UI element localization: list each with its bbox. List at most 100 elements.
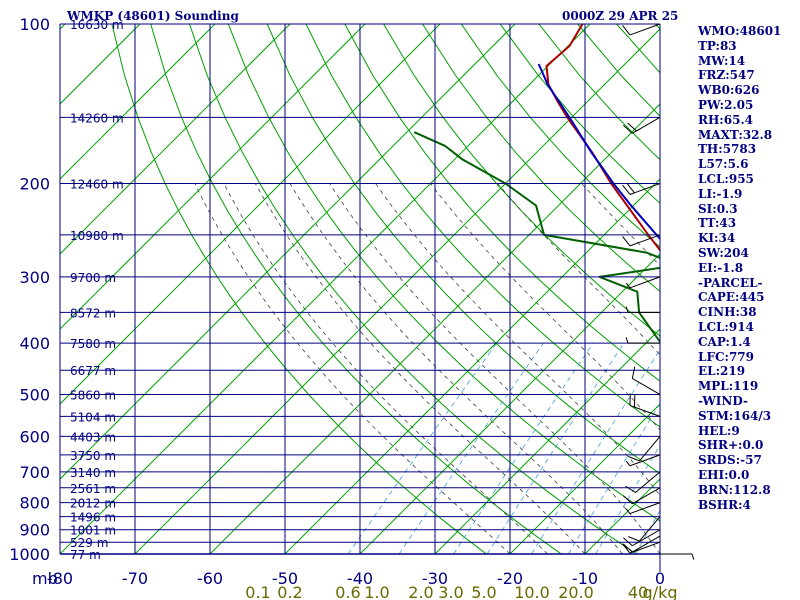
height-label: 6677 m	[70, 364, 116, 378]
height-label: 2012 m	[70, 497, 116, 511]
stability-indices: WMO:48601 TP:83 MW:14 FRZ:547 WB0:626 PW:2.05…	[698, 24, 781, 512]
mixing-ratio-tick-label: 5.0	[471, 583, 496, 600]
temperature-tick-label: -20	[497, 569, 523, 588]
index-line: HEL:9	[698, 423, 740, 438]
index-line: STM:164/3	[698, 408, 772, 423]
height-label: 16630 m	[70, 18, 124, 32]
temperature-axis: -80 -70 -60 -50 -40 -30 -20 -10 0	[47, 569, 665, 588]
pressure-tick-label: 500	[19, 385, 50, 404]
index-line: LI:-1.9	[698, 186, 743, 201]
height-label: 529 m	[70, 536, 108, 550]
index-line: EHI:0.0	[698, 467, 750, 482]
index-line: BRN:112.8	[698, 482, 771, 497]
index-line: WB0:626	[698, 83, 760, 98]
index-line: CAP:1.4	[698, 334, 751, 349]
temperature-tick-label: -80	[47, 569, 73, 588]
index-line: MPL:119	[698, 379, 759, 394]
mixing-ratio-axis: 0.1 0.2 0.6 1.0 2.0 3.0 5.0 10.0 20.0 40g/kg	[245, 583, 677, 600]
wind-barb	[625, 337, 660, 344]
moist-adiabat	[223, 183, 548, 554]
index-line: -WIND-	[698, 393, 748, 408]
wind-barb	[628, 436, 661, 462]
moist-adiabat	[497, 183, 660, 356]
index-line: TH:5783	[698, 142, 757, 157]
wind-barb	[628, 516, 661, 542]
temperature-trace	[545, 24, 660, 252]
pressure-tick-label: 800	[19, 494, 50, 513]
index-line: LCL:955	[698, 171, 754, 186]
height-label: 1001 m	[70, 524, 116, 538]
wind-barb	[622, 234, 661, 247]
temperature-tick-label: -40	[347, 569, 373, 588]
chart-datetime: 0000Z 29 APR 25	[562, 9, 679, 23]
mixing-ratio-tick-label: 0.2	[277, 583, 302, 600]
index-line: L57:5.6	[698, 157, 749, 172]
height-label: 77 m	[70, 548, 101, 562]
temperature-tick-label: -10	[572, 569, 598, 588]
index-line: PW:2.05	[698, 97, 754, 112]
index-line: MW:14	[698, 53, 746, 68]
mixing-ratio-tick-label: 10.0	[514, 583, 550, 600]
index-line: CINH:38	[698, 305, 757, 320]
mixing-ratio-tick-label: 3.0	[438, 583, 463, 600]
height-label: 7580 m	[70, 337, 116, 351]
index-line: SI:0.3	[698, 201, 738, 216]
height-label: 8572 m	[70, 306, 116, 320]
temperature-tick-label: -30	[422, 569, 448, 588]
index-line: EI:-1.8	[698, 260, 744, 275]
index-line: TT:43	[698, 216, 737, 231]
index-line: EL:219	[698, 364, 746, 379]
mixing-ratio-tick-label: 1.0	[364, 583, 389, 600]
pressure-tick-label: 600	[19, 427, 50, 446]
pressure-tick-label: 300	[19, 268, 50, 287]
wind-barb	[622, 541, 661, 554]
wind-barb	[625, 502, 661, 515]
index-line: SHR+:0.0	[698, 438, 764, 453]
mixing-ratio-tick-label: 2.0	[408, 583, 433, 600]
pressure-tick-label: 400	[19, 334, 50, 353]
temperature-tick-label: -70	[122, 569, 148, 588]
height-label: 5860 m	[70, 388, 116, 402]
wind-barb	[660, 553, 695, 560]
wind-barb	[623, 529, 661, 547]
height-label: 3140 m	[70, 466, 116, 480]
grid	[59, 23, 661, 572]
wind-barb	[622, 23, 661, 36]
pressure-tick-label: 200	[19, 175, 50, 194]
index-line: MAXT:32.8	[698, 127, 773, 142]
height-label: 3750 m	[70, 449, 116, 463]
height-label: 2561 m	[70, 482, 116, 496]
moist-adiabat	[194, 183, 511, 554]
index-line: SW:204	[698, 245, 749, 260]
height-label: 5104 m	[70, 410, 116, 424]
pressure-tick-label: 1000	[9, 545, 50, 564]
chart-title: WMKP (48601) Sounding	[67, 9, 239, 23]
height-label: 10980 m	[70, 229, 124, 243]
wind-barb	[623, 487, 661, 505]
pressure-axis: 100 200 300 400 500 600 700 800 900 1000 mb	[9, 15, 57, 588]
index-line: RH:65.4	[698, 112, 753, 127]
pressure-unit-label: mb	[32, 569, 58, 588]
wind-barb	[625, 454, 661, 467]
wind-barbs	[622, 23, 695, 560]
wind-barb	[622, 183, 661, 195]
index-line: SRDS:-57	[698, 453, 762, 468]
height-label: 9700 m	[70, 271, 116, 285]
moist-adiabat	[289, 183, 623, 554]
height-label: 12460 m	[70, 178, 124, 192]
pressure-tick-label: 700	[19, 463, 50, 482]
wind-barb	[623, 116, 661, 134]
index-line: FRZ:547	[698, 68, 755, 83]
height-label: 1496 m	[70, 511, 116, 525]
moist-adiabat	[329, 183, 660, 554]
index-line: -PARCEL-	[698, 275, 763, 290]
temperature-tick-label: 0	[655, 569, 665, 588]
wind-barb	[623, 535, 661, 553]
mixing-ratio-tick-label: 0.1	[245, 583, 270, 600]
index-line: BSHR:4	[698, 497, 751, 512]
mixing-ratio-tick-label: g/kg	[643, 583, 678, 600]
height-label: 14260 m	[70, 111, 124, 125]
index-line: LCL:914	[698, 319, 754, 334]
